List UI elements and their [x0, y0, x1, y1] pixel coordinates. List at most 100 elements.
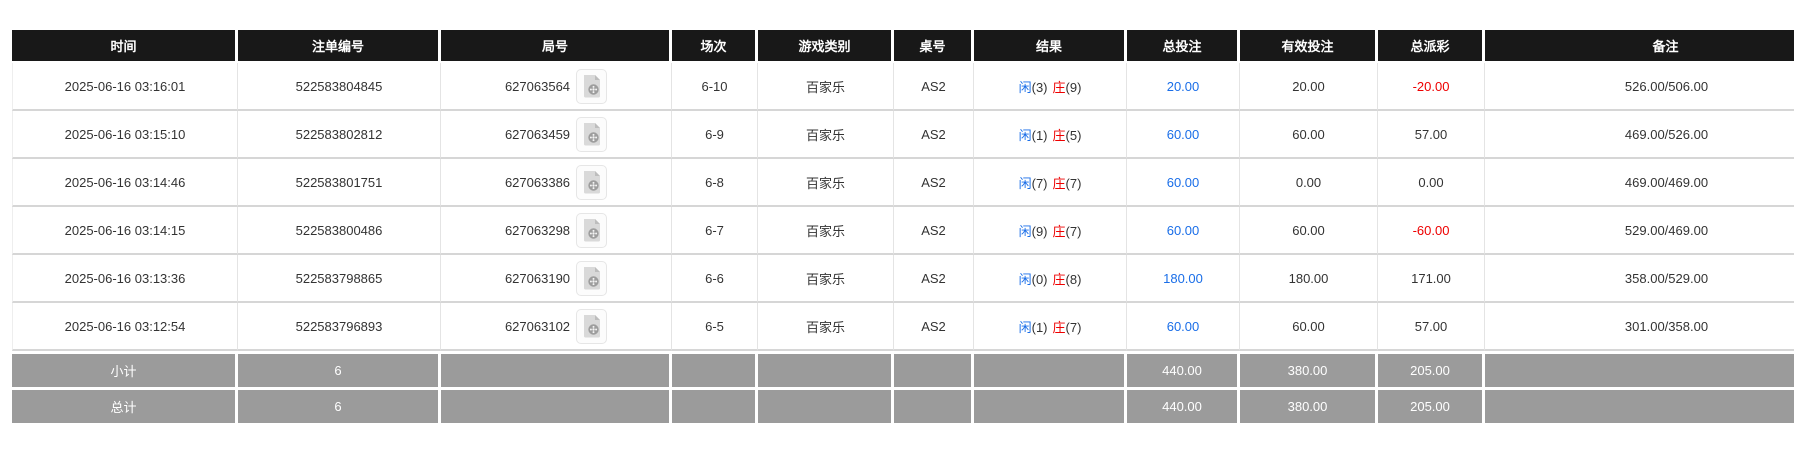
cell-payout: 57.00	[1378, 111, 1485, 159]
cell-payout: 57.00	[1378, 303, 1485, 351]
cell-time: 2025-06-16 03:13:36	[12, 255, 238, 303]
cell-round: 627063298	[441, 207, 672, 255]
footer-empty-cell	[974, 351, 1127, 387]
bet-total-link[interactable]: 60.00	[1166, 174, 1200, 190]
cell-round: 627063386	[441, 159, 672, 207]
result-banker-label: 庄	[1052, 175, 1066, 191]
cell-remark: 529.00/469.00	[1485, 207, 1794, 255]
cell-bet-total: 60.00	[1127, 303, 1240, 351]
payout-value: 57.00	[1414, 126, 1448, 142]
cell-table-no: AS2	[894, 207, 974, 255]
result-banker-label: 庄	[1052, 223, 1066, 239]
cell-bet-total: 20.00	[1127, 63, 1240, 111]
cell-bet-id: 522583796893	[238, 303, 441, 351]
result-player-label: 闲	[1018, 319, 1032, 335]
table-row: 2025-06-16 03:15:10 522583802812 6270634…	[12, 111, 1794, 159]
column-header-bet-id: 注单编号	[238, 30, 441, 63]
cell-remark: 358.00/529.00	[1485, 255, 1794, 303]
column-header-game-type: 游戏类别	[758, 30, 894, 63]
round-number: 627063459	[504, 126, 571, 142]
cell-bet-id: 522583798865	[238, 255, 441, 303]
table-row: 2025-06-16 03:16:01 522583804845 6270635…	[12, 63, 1794, 111]
total-valid-bet: 380.00	[1240, 387, 1378, 423]
video-icon[interactable]	[576, 68, 608, 104]
result-banker-score: (8)	[1065, 271, 1082, 287]
cell-table-no: AS2	[894, 255, 974, 303]
cell-game-type: 百家乐	[758, 255, 894, 303]
total-payout: 205.00	[1378, 387, 1485, 423]
result-banker-score: (5)	[1065, 127, 1082, 143]
result-player-score: (1)	[1031, 319, 1048, 335]
table-row: 2025-06-16 03:13:36 522583798865 6270631…	[12, 255, 1794, 303]
cell-bet-id: 522583800486	[238, 207, 441, 255]
column-header-remark: 备注	[1485, 30, 1794, 63]
footer-empty-cell	[974, 387, 1127, 423]
result-banker-label: 庄	[1052, 271, 1066, 287]
result-banker-score: (7)	[1065, 223, 1082, 239]
cell-bet-id: 522583802812	[238, 111, 441, 159]
cell-round: 627063102	[441, 303, 672, 351]
result-player-label: 闲	[1018, 79, 1032, 95]
cell-session: 6-10	[672, 63, 758, 111]
result-player-label: 闲	[1018, 223, 1032, 239]
cell-session: 6-8	[672, 159, 758, 207]
result-banker-label: 庄	[1052, 79, 1066, 95]
bet-total-link[interactable]: 60.00	[1166, 126, 1200, 142]
video-icon[interactable]	[576, 116, 608, 152]
cell-bet-total: 60.00	[1127, 111, 1240, 159]
cell-table-no: AS2	[894, 63, 974, 111]
total-bet-total: 440.00	[1127, 387, 1240, 423]
video-icon[interactable]	[576, 308, 608, 344]
column-header-session: 场次	[672, 30, 758, 63]
result-player-label: 闲	[1018, 271, 1032, 287]
footer-empty-cell	[441, 387, 672, 423]
cell-table-no: AS2	[894, 303, 974, 351]
subtotal-label: 小计	[12, 351, 238, 387]
cell-session: 6-9	[672, 111, 758, 159]
footer-empty-cell	[672, 351, 758, 387]
video-icon[interactable]	[576, 260, 608, 296]
cell-session: 6-5	[672, 303, 758, 351]
payout-value: -60.00	[1412, 222, 1450, 238]
subtotal-count: 6	[238, 351, 441, 387]
bet-total-link[interactable]: 60.00	[1166, 318, 1200, 334]
payout-value: 57.00	[1414, 318, 1448, 334]
round-number: 627063298	[504, 222, 571, 238]
cell-valid-bet: 180.00	[1240, 255, 1378, 303]
cell-payout: -20.00	[1378, 63, 1485, 111]
total-count: 6	[238, 387, 441, 423]
subtotal-row: 小计 6 440.00 380.00 205.00	[12, 351, 1794, 387]
footer-empty-cell	[894, 387, 974, 423]
cell-valid-bet: 60.00	[1240, 303, 1378, 351]
cell-round: 627063190	[441, 255, 672, 303]
result-player-score: (9)	[1031, 223, 1048, 239]
result-player-label: 闲	[1018, 175, 1032, 191]
footer-empty-cell	[1485, 387, 1794, 423]
cell-valid-bet: 60.00	[1240, 111, 1378, 159]
cell-remark: 469.00/526.00	[1485, 111, 1794, 159]
cell-game-type: 百家乐	[758, 207, 894, 255]
video-icon[interactable]	[576, 164, 608, 200]
table-row: 2025-06-16 03:14:15 522583800486 6270632…	[12, 207, 1794, 255]
cell-bet-total: 60.00	[1127, 159, 1240, 207]
payout-value: 171.00	[1411, 270, 1451, 286]
total-label: 总计	[12, 387, 238, 423]
cell-table-no: AS2	[894, 159, 974, 207]
cell-result: 闲(7) 庄(7)	[974, 159, 1127, 207]
bet-total-link[interactable]: 180.00	[1163, 270, 1203, 286]
cell-bet-total: 180.00	[1127, 255, 1240, 303]
round-number: 627063190	[504, 270, 571, 286]
column-header-payout: 总派彩	[1378, 30, 1485, 63]
cell-time: 2025-06-16 03:15:10	[12, 111, 238, 159]
result-player-score: (7)	[1031, 175, 1048, 191]
payout-value: 0.00	[1418, 174, 1444, 190]
cell-payout: 171.00	[1378, 255, 1485, 303]
bet-total-link[interactable]: 60.00	[1166, 222, 1200, 238]
bet-records-table: 时间 注单编号 局号 场次 游戏类别 桌号 结果 总投注 有效投注 总派彩 备注…	[12, 30, 1794, 423]
video-icon[interactable]	[576, 212, 608, 248]
subtotal-payout: 205.00	[1378, 351, 1485, 387]
result-banker-score: (7)	[1065, 175, 1082, 191]
bet-total-link[interactable]: 20.00	[1166, 78, 1200, 94]
round-number: 627063102	[504, 318, 571, 334]
cell-bet-total: 60.00	[1127, 207, 1240, 255]
